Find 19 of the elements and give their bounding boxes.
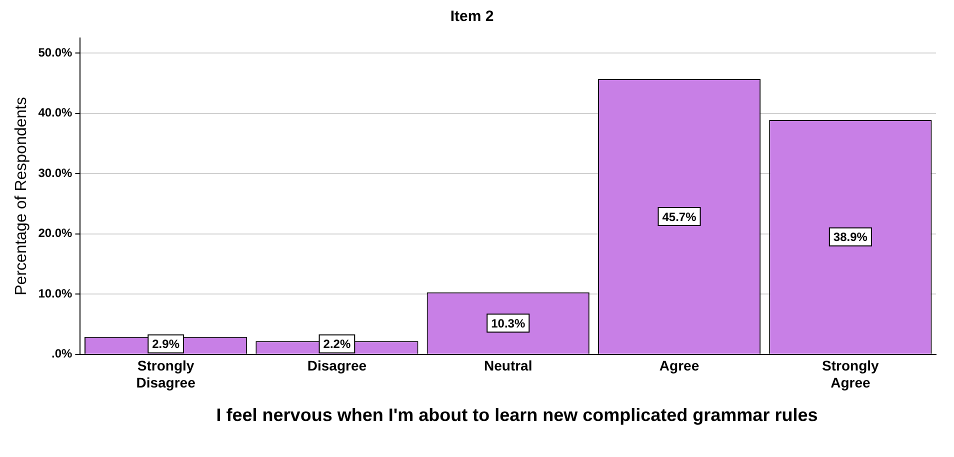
x-tick-label: Strongly Disagree [136, 358, 196, 390]
chart-title: Item 2 [450, 8, 494, 26]
data-label: 45.7% [662, 210, 697, 224]
y-tick-label: 10.0% [38, 286, 73, 300]
y-tick-label: 30.0% [38, 166, 73, 180]
data-label: 10.3% [491, 316, 526, 330]
x-tick-label: Strongly Agree [822, 358, 880, 390]
y-axis-title: Percentage of Respondents [13, 97, 30, 296]
y-tick-label: 50.0% [38, 45, 73, 60]
x-axis-title: I feel nervous when I'm about to learn new complicated grammar rules [215, 405, 819, 425]
y-tick-label: 40.0% [38, 106, 73, 120]
x-tick-label: Neutral [484, 358, 532, 374]
x-tick-label: Agree [659, 358, 700, 374]
y-tick-label: 20.0% [38, 226, 73, 240]
data-label: 2.9% [152, 337, 180, 352]
data-label: 38.9% [833, 230, 868, 244]
y-tick-label: .0% [52, 346, 73, 361]
data-label: 2.2% [323, 337, 351, 352]
x-tick-label: Disagree [307, 358, 367, 374]
